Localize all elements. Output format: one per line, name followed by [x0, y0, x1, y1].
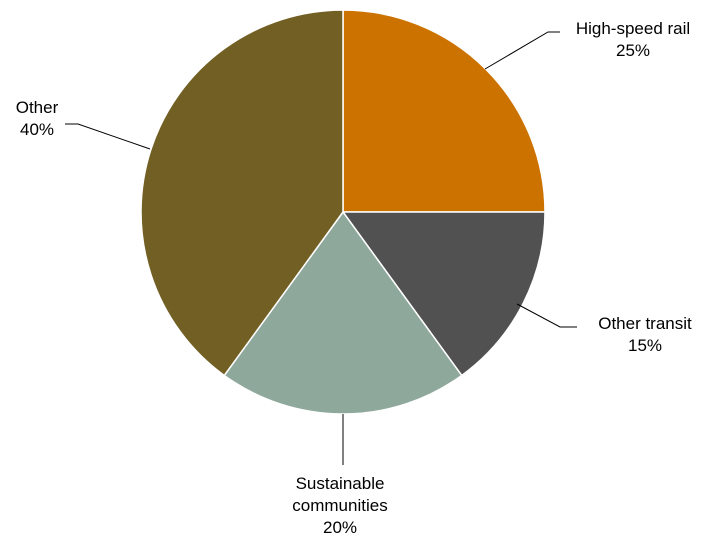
slice-category-high-speed-rail: High-speed rail [576, 19, 690, 38]
slice-value-sustainable-communities: 20% [323, 518, 357, 537]
slice-label-other: Other 40% [16, 98, 59, 139]
pie-slices [140, 9, 546, 415]
slice-label-other-transit: Other transit 15% [598, 314, 692, 355]
slice-label-high-speed-rail: High-speed rail 25% [576, 19, 690, 60]
slice-category-other: Other [16, 98, 59, 117]
slice-category-sustainable-communities: Sustainable communities [292, 474, 387, 515]
pie-slice-sustainable-communities [223, 210, 463, 415]
leader-line-other-transit [516, 303, 577, 328]
slice-value-other: 40% [20, 120, 54, 139]
pie-slice-other [140, 9, 344, 377]
slice-value-high-speed-rail: 25% [616, 41, 650, 60]
leader-line-other [65, 123, 151, 150]
slice-labels: High-speed rail 25% Other transit 15% Sustai… [16, 19, 692, 537]
leader-line-high-speed-rail [484, 31, 560, 70]
pie-slice-other-transit [341, 211, 546, 377]
slice-category-other-transit: Other transit [598, 314, 692, 333]
slice-value-other-transit: 15% [628, 336, 662, 355]
pie-slice-high-speed-rail [342, 9, 546, 213]
slice-label-sustainable-communities: Sustainable communities 20% [292, 474, 387, 537]
leader-lines [65, 31, 577, 465]
